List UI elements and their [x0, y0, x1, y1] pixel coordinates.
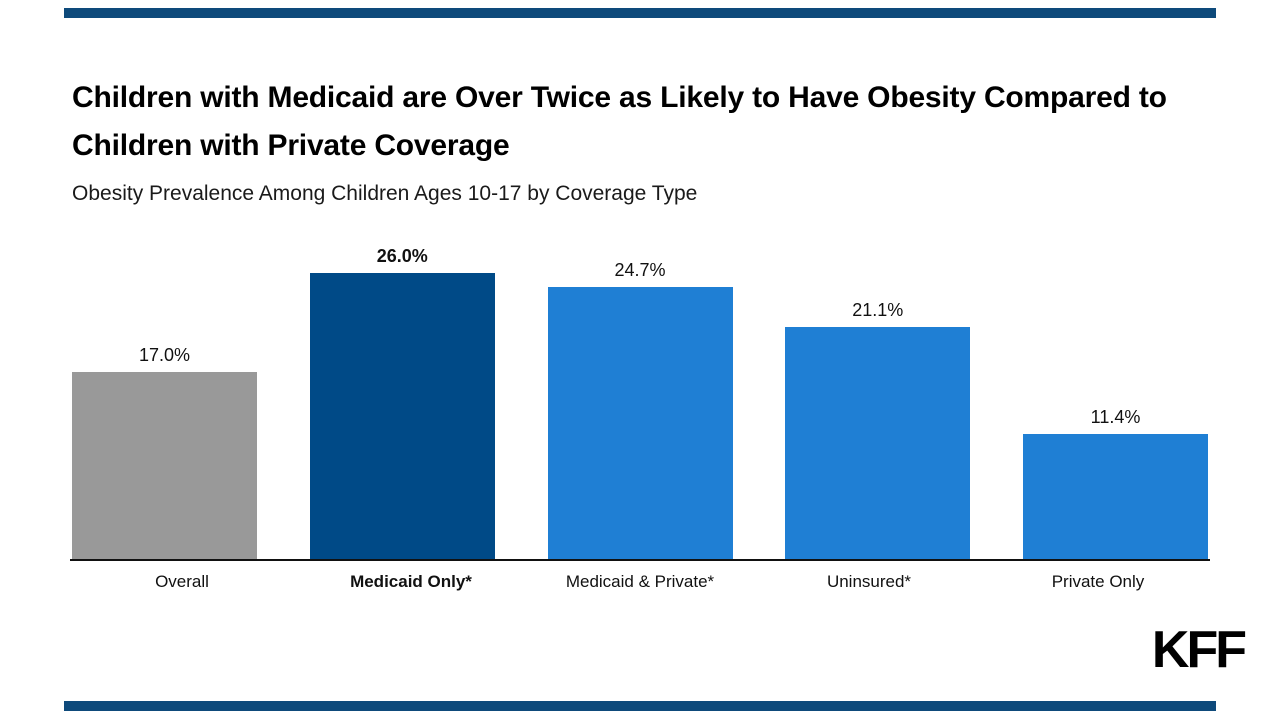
bar-column: 17.0% [72, 345, 257, 560]
bottom-frame-bar [64, 701, 1216, 711]
category-label: Uninsured* [826, 572, 912, 591]
bar-column: 21.1% [785, 300, 971, 560]
bar [785, 327, 971, 560]
bar [547, 287, 733, 560]
bar [309, 273, 495, 560]
chart-title: Children with Medicaid are Over Twice as… [72, 81, 1167, 162]
x-axis-line [70, 559, 1210, 561]
bar-value-label: 11.4% [1090, 407, 1141, 427]
bar-column: 24.7% [547, 260, 733, 560]
bar [1023, 434, 1208, 560]
chart-subtitle: Obesity Prevalence Among Children Ages 1… [72, 182, 698, 205]
kff-logo: KFF [1151, 621, 1247, 679]
category-axis-labels: Overall Medicaid Only* Medicaid & Private*… [72, 572, 1208, 592]
bar-column: 11.4% [1023, 407, 1208, 560]
top-frame-bar [64, 8, 1216, 18]
category-label: Medicaid Only* [350, 572, 472, 591]
category-label: Medicaid & Private* [565, 572, 715, 591]
category-label: Overall [155, 572, 209, 591]
bar [72, 372, 257, 560]
bar-chart: 17.0% 26.0% 24.7% 21.1% 11.4% [72, 246, 1208, 560]
bar-value-label: 21.1% [852, 300, 904, 320]
bar-column: 26.0% [309, 246, 495, 560]
bar-value-label: 17.0% [138, 345, 191, 365]
bar-value-label: 24.7% [614, 260, 666, 280]
bar-value-label: 26.0% [376, 246, 428, 266]
category-label: Private Only [1051, 572, 1145, 591]
